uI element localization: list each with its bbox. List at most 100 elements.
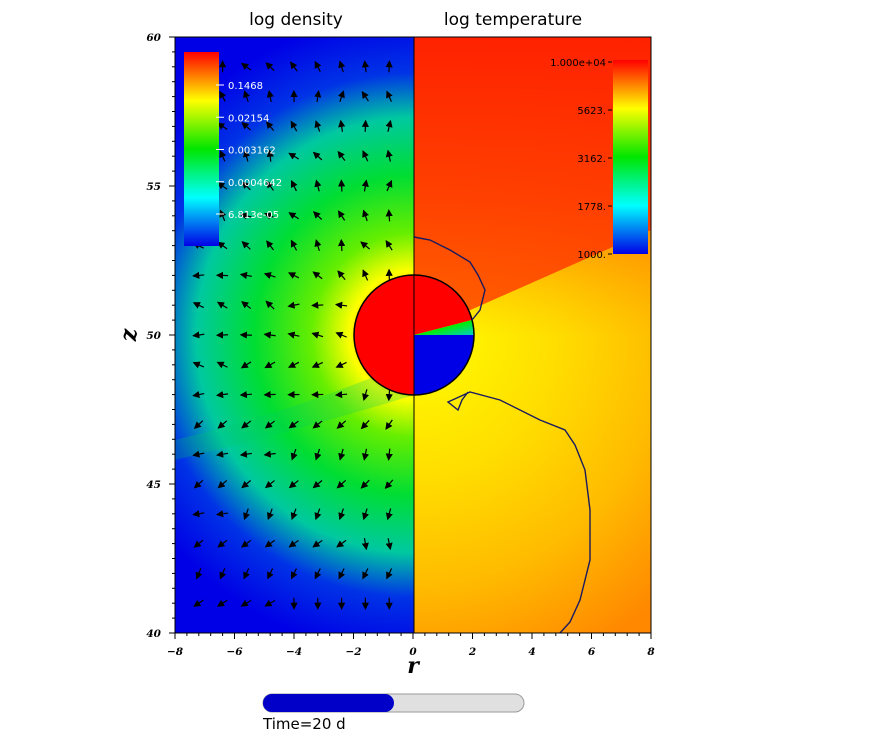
velocity-arrow — [192, 450, 205, 458]
velocity-arrow — [314, 89, 322, 103]
velocity-arrow — [264, 420, 275, 429]
velocity-arrow — [385, 209, 393, 222]
velocity-arrow — [338, 568, 346, 580]
velocity-arrow — [312, 151, 323, 161]
velocity-arrow — [360, 479, 370, 489]
velocity-arrow — [385, 149, 393, 162]
velocity-arrow — [264, 361, 276, 369]
x-tick-label: 4 — [528, 646, 535, 658]
velocity-arrow — [267, 508, 274, 521]
velocity-arrow — [219, 150, 227, 162]
velocity-arrow — [311, 301, 324, 309]
velocity-arrow — [215, 450, 229, 458]
central-sphere — [353, 274, 475, 396]
velocity-arrow — [263, 212, 276, 220]
axes: −8 −6 −4 −2 0 2 4 6 8 40 45 50 55 60 — [146, 32, 655, 658]
velocity-arrow — [192, 510, 205, 518]
velocity-arrow — [216, 301, 228, 309]
velocity-arrow — [241, 241, 251, 250]
velocity-arrow — [219, 568, 227, 580]
velocity-arrow — [337, 150, 346, 161]
y-tick-label: 50 — [146, 330, 161, 342]
velocity-arrow — [360, 241, 371, 250]
velocity-arrow — [290, 61, 298, 72]
velocity-arrow — [239, 390, 252, 399]
time-progress-fill — [263, 694, 394, 712]
velocity-arrow — [216, 122, 228, 130]
velocity-arrow — [362, 209, 369, 222]
velocity-arrow — [338, 508, 346, 521]
x-tick-label: −8 — [167, 646, 184, 658]
velocity-arrow — [217, 420, 228, 429]
velocity-arrow — [314, 448, 322, 461]
velocity-arrow — [361, 60, 370, 73]
colorbar-label: 1778. — [577, 202, 606, 213]
velocity-arrow — [243, 508, 250, 521]
velocity-arrow — [240, 599, 252, 607]
velocity-arrow — [291, 568, 298, 580]
velocity-arrow — [192, 271, 205, 279]
velocity-arrow — [290, 179, 298, 192]
velocity-arrow — [266, 90, 274, 103]
velocity-arrow — [192, 302, 205, 309]
velocity-arrow — [287, 331, 300, 339]
colorbar-label: 0.1468 — [228, 81, 263, 92]
velocity-arrow — [288, 480, 299, 489]
velocity-arrow — [362, 389, 369, 402]
velocity-arrow — [241, 181, 251, 191]
velocity-arrow — [239, 271, 252, 280]
velocity-arrow — [385, 508, 393, 521]
velocity-arrow — [314, 568, 322, 580]
x-tick-label: 6 — [588, 646, 596, 658]
velocity-arrow — [264, 539, 276, 548]
velocity-arrow — [336, 420, 347, 429]
y-tick-label: 40 — [146, 628, 161, 640]
velocity-arrow — [240, 361, 252, 369]
velocity-arrow — [338, 119, 346, 132]
velocity-arrow — [335, 331, 347, 339]
velocity-arrow — [334, 390, 348, 399]
velocity-arrow — [384, 479, 394, 489]
velocity-arrow — [193, 479, 204, 489]
x-tick-label: 8 — [647, 646, 655, 658]
velocity-arrow — [266, 180, 274, 191]
velocity-arrow — [336, 479, 347, 489]
y-tick-label: 55 — [146, 181, 161, 193]
velocity-arrow — [288, 539, 299, 548]
velocity-arrow — [385, 419, 393, 430]
velocity-arrow — [266, 240, 275, 251]
velocity-arrow — [311, 331, 324, 339]
velocity-arrow — [311, 361, 324, 368]
y-axis-label: z — [116, 328, 142, 342]
velocity-arrow — [192, 361, 205, 369]
velocity-arrow — [240, 539, 252, 548]
colorbar-label: 0.02154 — [228, 113, 269, 124]
velocity-arrow — [385, 389, 393, 402]
velocity-arrows — [192, 60, 394, 610]
velocity-arrow — [263, 331, 276, 339]
velocity-arrow — [338, 90, 345, 103]
velocity-arrow — [215, 390, 229, 399]
velocity-arrow — [263, 450, 276, 458]
velocity-arrow — [386, 90, 393, 102]
colorbar-label: 0.003162 — [228, 146, 276, 157]
velocity-arrow — [362, 568, 369, 580]
velocity-arrow — [385, 119, 393, 132]
velocity-arrow — [312, 480, 323, 489]
velocity-arrow — [264, 599, 276, 607]
velocity-arrow — [312, 539, 323, 548]
velocity-arrow — [314, 60, 322, 72]
velocity-arrow — [239, 450, 252, 458]
colorbar-label: 1000. — [577, 250, 606, 261]
velocity-arrow — [215, 510, 229, 518]
velocity-arrow — [217, 241, 228, 250]
temperature-colorbar: 1.000e+04 5623. 3162. 1778. 1000. — [550, 58, 648, 261]
contour-line — [413, 236, 591, 634]
velocity-arrow — [386, 568, 393, 580]
velocity-arrow — [361, 448, 370, 461]
velocity-arrow — [193, 539, 204, 548]
colorbar-label: 1.000e+04 — [550, 58, 606, 69]
velocity-arrow — [287, 301, 300, 309]
velocity-arrow — [265, 300, 275, 310]
